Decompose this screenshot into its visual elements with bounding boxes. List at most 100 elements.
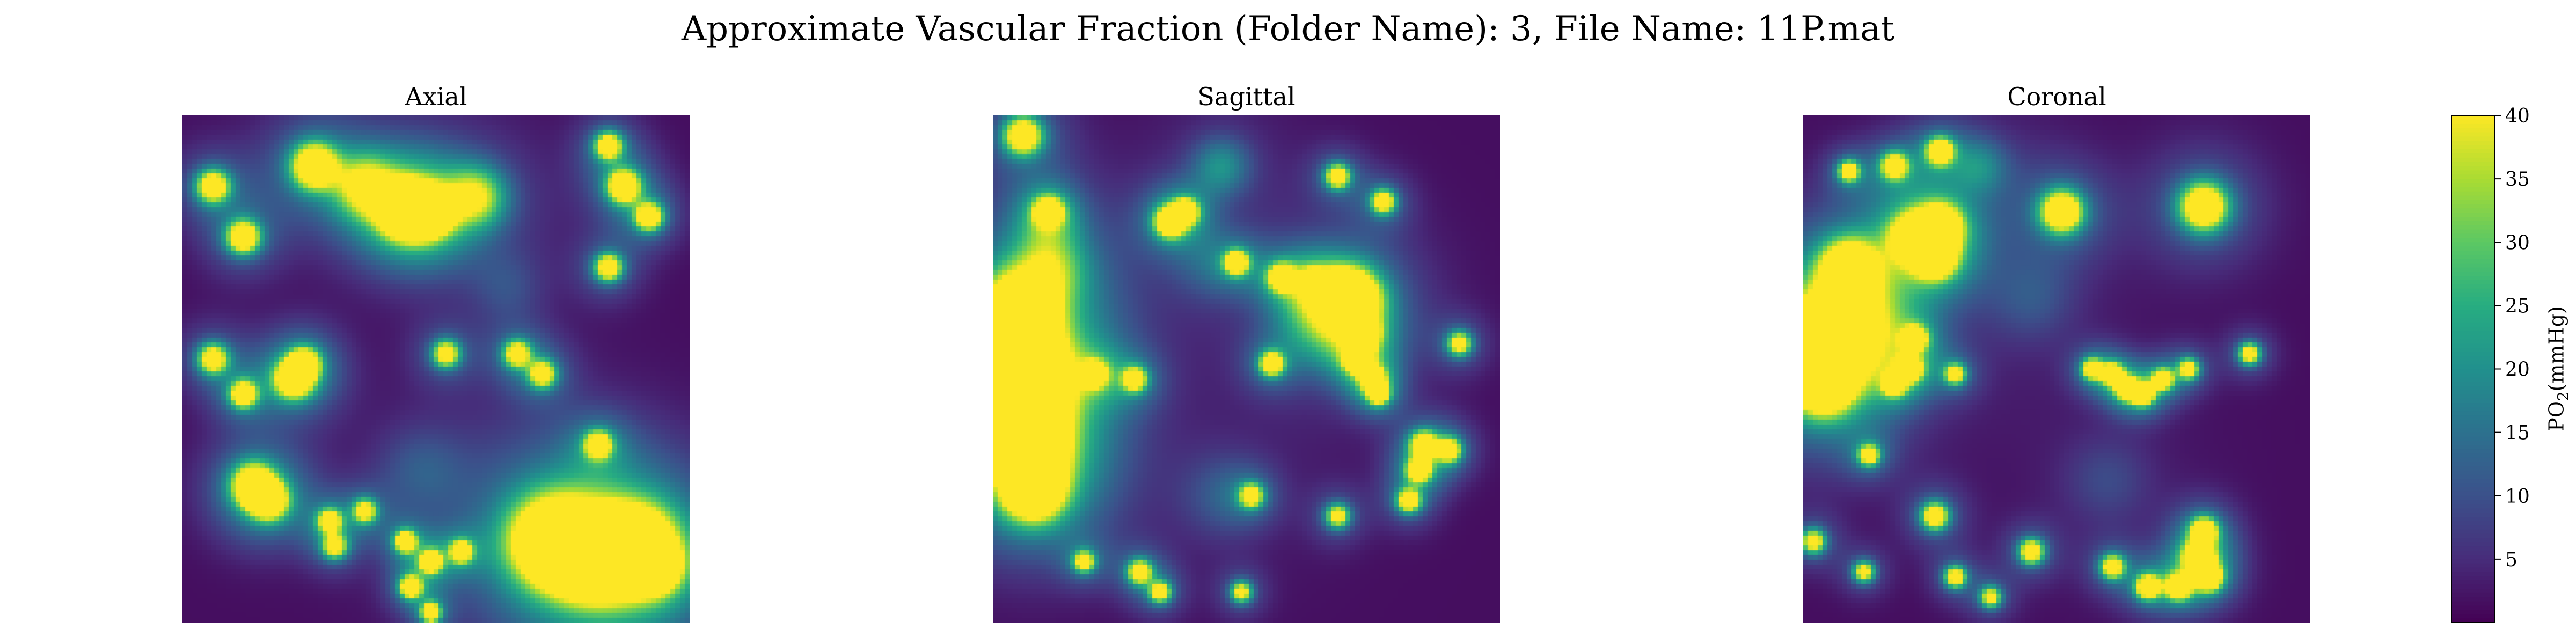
colorbar-tick-label: 30 (2505, 232, 2530, 254)
colorbar-segment (2451, 572, 2494, 577)
colorbar-segment (2451, 136, 2494, 142)
colorbar-segment (2451, 584, 2494, 590)
colorbar-segment (2451, 483, 2494, 488)
colorbar-segment (2451, 166, 2494, 171)
colorbar-segment (2451, 402, 2494, 408)
colorbar-segment (2451, 580, 2494, 586)
colorbar-segment (2451, 305, 2494, 311)
colorbar-segment (2451, 373, 2494, 378)
colorbar-segment (2451, 533, 2494, 539)
colorbar-segment (2451, 213, 2494, 218)
colorbar-segment (2451, 229, 2494, 235)
colorbar-segment (2451, 251, 2494, 255)
colorbar-segment (2451, 314, 2494, 319)
colorbar-segment (2451, 432, 2494, 437)
colorbar-tick-label: 10 (2505, 486, 2530, 508)
colorbar-segment (2451, 513, 2494, 518)
colorbar-tick-label: 15 (2505, 422, 2530, 444)
colorbar-segment (2451, 288, 2494, 294)
colorbar-segment (2451, 191, 2494, 196)
colorbar-segment (2451, 238, 2494, 243)
colorbar-segment (2451, 487, 2494, 492)
colorbar-segment (2451, 538, 2494, 543)
colorbar-segment (2451, 601, 2494, 606)
colorbar-segment (2451, 297, 2494, 302)
colorbar-segment (2451, 335, 2494, 340)
colorbar-segment (2451, 529, 2494, 535)
sagittal-panel: Sagittal (993, 80, 1500, 628)
colorbar-segment (2451, 263, 2494, 268)
colorbar-segment (2451, 119, 2494, 125)
colorbar-segment (2451, 525, 2494, 530)
colorbar-segment (2451, 474, 2494, 480)
coronal-panel: Coronal (1803, 80, 2310, 628)
colorbar-segment (2451, 428, 2494, 433)
colorbar-segment (2451, 145, 2494, 150)
colorbar-segment (2451, 500, 2494, 505)
colorbar-segment (2451, 504, 2494, 509)
colorbar-segment (2451, 183, 2494, 188)
colorbar-segment (2451, 322, 2494, 327)
colorbar-segment (2451, 453, 2494, 458)
colorbar-segment (2451, 170, 2494, 175)
colorbar-segment (2451, 441, 2494, 446)
colorbar-segment (2451, 267, 2494, 273)
colorbar-segment (2451, 132, 2494, 137)
colorbar-segment (2451, 356, 2494, 361)
colorbar-segment (2451, 407, 2494, 412)
colorbar-segment (2451, 360, 2494, 365)
colorbar-segment (2451, 382, 2494, 387)
colorbar-segment (2451, 200, 2494, 205)
colorbar-segment (2451, 179, 2494, 184)
colorbar-segment (2451, 390, 2494, 395)
colorbar-segment (2451, 386, 2494, 391)
colorbar-segment (2451, 195, 2494, 201)
colorbar-segment (2451, 377, 2494, 383)
colorbar-segment (2451, 284, 2494, 289)
colorbar-segment (2451, 123, 2494, 129)
colorbar-segment (2451, 597, 2494, 602)
colorbar-segment (2451, 567, 2494, 573)
axial-panel: Axial (182, 80, 690, 628)
colorbar-segment (2451, 610, 2494, 615)
colorbar-segment (2451, 187, 2494, 192)
colorbar-segment (2451, 521, 2494, 526)
axial-heatmap (182, 115, 690, 623)
colorbar-segment (2451, 542, 2494, 547)
coronal-title: Coronal (2007, 82, 2106, 111)
colorbar-segment (2451, 246, 2494, 252)
colorbar-svg: 5 10 15 20 25 30 35 40 (2451, 105, 2530, 624)
colorbar-segment (2451, 259, 2494, 264)
colorbar-segment (2451, 157, 2494, 163)
colorbar-segment (2451, 301, 2494, 306)
colorbar-tick-label: 20 (2505, 359, 2530, 381)
colorbar-segment (2451, 217, 2494, 222)
colorbar-segment (2451, 292, 2494, 298)
colorbar-segment (2451, 517, 2494, 522)
colorbar-segment (2451, 343, 2494, 349)
colorbar-segment (2451, 551, 2494, 556)
colorbar-segment (2451, 618, 2494, 624)
colorbar-segment (2451, 605, 2494, 611)
colorbar-segment (2451, 254, 2494, 260)
colorbar-tick-label: 35 (2505, 169, 2530, 191)
colorbar-segment (2451, 115, 2494, 120)
colorbar-label-units: (mmHg) (2544, 306, 2568, 392)
colorbar-segment (2451, 508, 2494, 514)
colorbar-segment (2451, 555, 2494, 560)
colorbar-segment (2451, 149, 2494, 154)
colorbar-segment (2451, 479, 2494, 484)
colorbar-segment (2451, 225, 2494, 230)
colorbar-segment (2451, 449, 2494, 455)
colorbar-segment (2451, 233, 2494, 239)
colorbar-segment (2451, 563, 2494, 568)
colorbar-segment (2451, 204, 2494, 209)
colorbar-segment (2451, 411, 2494, 416)
colorbar-segment (2451, 242, 2494, 247)
colorbar-segment (2451, 208, 2494, 214)
axial-title: Axial (405, 82, 467, 111)
colorbar-label-subscript: 2 (2554, 391, 2572, 401)
colorbar-segment (2451, 491, 2494, 496)
colorbar-segment (2451, 369, 2494, 374)
colorbar-segment (2451, 466, 2494, 471)
